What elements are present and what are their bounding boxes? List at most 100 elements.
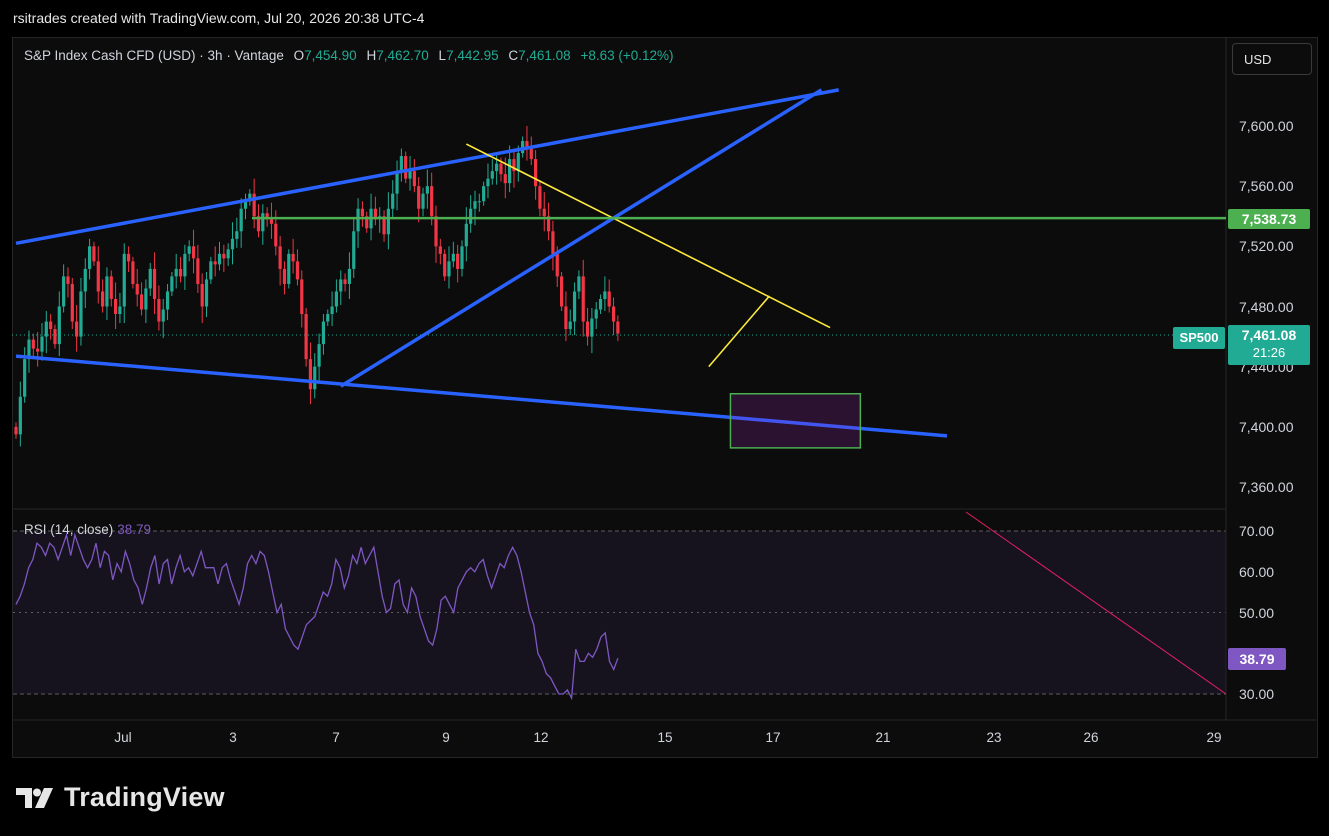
candle-body bbox=[334, 291, 339, 307]
candle-body bbox=[265, 213, 269, 220]
candle-body bbox=[451, 253, 455, 262]
high-label: H bbox=[366, 48, 377, 63]
candle bbox=[343, 273, 347, 292]
candle-body bbox=[585, 321, 590, 337]
candle-body bbox=[66, 276, 70, 284]
candle-body bbox=[53, 329, 57, 345]
candle-body bbox=[113, 298, 118, 315]
candle-body bbox=[191, 246, 196, 259]
candle-body bbox=[304, 314, 308, 360]
time-axis-tick: Jul bbox=[114, 730, 132, 745]
candle bbox=[57, 291, 61, 357]
candle-body bbox=[534, 159, 538, 187]
candle-body bbox=[590, 318, 594, 337]
candle-body bbox=[572, 291, 577, 322]
low-label: L bbox=[438, 48, 447, 63]
candle-body bbox=[373, 208, 377, 220]
symbol-description[interactable]: S&P Index Cash CFD (USD) · 3h · Vantage bbox=[24, 48, 284, 63]
candle bbox=[425, 169, 429, 209]
candlestick-series bbox=[14, 126, 620, 447]
candle bbox=[451, 241, 455, 268]
candle-body bbox=[542, 208, 546, 217]
candle bbox=[326, 309, 330, 327]
candle bbox=[170, 271, 174, 296]
upper-channel-line bbox=[15, 88, 840, 246]
candle bbox=[616, 315, 620, 342]
candle bbox=[191, 229, 196, 274]
candle bbox=[148, 262, 152, 296]
candle-body bbox=[499, 163, 503, 175]
candle-body bbox=[135, 283, 139, 295]
candle bbox=[113, 282, 118, 330]
candle-body bbox=[88, 246, 92, 269]
candle bbox=[18, 381, 22, 447]
candle bbox=[105, 267, 109, 321]
candle-body bbox=[31, 339, 35, 349]
candle bbox=[75, 304, 79, 352]
candle-body bbox=[92, 246, 96, 262]
candle bbox=[36, 332, 40, 367]
candle bbox=[603, 276, 607, 312]
candle-body bbox=[477, 201, 481, 203]
candle-body bbox=[62, 276, 66, 307]
candle-body bbox=[490, 171, 494, 179]
candle bbox=[152, 252, 157, 315]
candle bbox=[443, 249, 447, 281]
time-axis-tick: 23 bbox=[986, 730, 1002, 745]
candle-body bbox=[581, 276, 585, 322]
price-axis-tick: 7,600.00 bbox=[1239, 118, 1294, 134]
rsi-series bbox=[15, 532, 619, 701]
tradingview-brand[interactable]: TradingView bbox=[16, 782, 225, 813]
level-price-value: 7,538.73 bbox=[1241, 211, 1297, 227]
candle-body bbox=[343, 279, 347, 284]
candle-body bbox=[144, 288, 148, 310]
candle-body bbox=[317, 344, 321, 367]
candle bbox=[135, 268, 139, 307]
last-price-tag: 7,461.08 21:26 bbox=[1228, 325, 1310, 365]
candle bbox=[14, 422, 18, 439]
candle-body bbox=[165, 291, 170, 310]
high-value: 7,462.70 bbox=[376, 48, 429, 63]
candle bbox=[378, 207, 382, 233]
candle-body bbox=[469, 208, 473, 224]
candle-body bbox=[44, 321, 48, 337]
candle bbox=[196, 244, 200, 293]
rsi-legend-value: 38.79 bbox=[117, 522, 152, 537]
candle-body bbox=[139, 294, 144, 310]
candle-body bbox=[126, 253, 131, 262]
candle bbox=[256, 204, 261, 238]
candle-body bbox=[278, 246, 282, 269]
candle-body bbox=[96, 261, 100, 292]
candle-body bbox=[382, 216, 386, 235]
candle bbox=[373, 196, 377, 226]
candle-body bbox=[321, 321, 326, 345]
candle bbox=[261, 204, 265, 245]
candle-body bbox=[157, 298, 161, 322]
candle bbox=[529, 136, 533, 166]
candle-body bbox=[365, 216, 369, 229]
candle-body bbox=[339, 279, 343, 292]
rsi-line bbox=[15, 532, 619, 701]
candle-body bbox=[330, 306, 334, 315]
symbol-tag[interactable]: SP500 bbox=[1173, 327, 1225, 349]
currency-button[interactable]: USD bbox=[1232, 43, 1312, 75]
candle bbox=[187, 240, 191, 262]
rsi-indicator-name[interactable]: RSI (14, close) bbox=[24, 522, 114, 537]
candle-body bbox=[118, 306, 122, 315]
candle bbox=[204, 271, 209, 318]
candle bbox=[70, 277, 74, 330]
chart-panel[interactable] bbox=[12, 37, 1318, 758]
candle-body bbox=[425, 186, 429, 194]
candle-body bbox=[152, 268, 157, 299]
candle bbox=[508, 145, 512, 193]
brand-name: TradingView bbox=[64, 782, 225, 812]
candle bbox=[248, 189, 252, 206]
candle bbox=[66, 267, 70, 298]
candle bbox=[382, 210, 386, 242]
candle bbox=[430, 172, 434, 226]
candle bbox=[347, 252, 352, 299]
price-axis-tick: 7,360.00 bbox=[1239, 479, 1294, 495]
candle-body bbox=[512, 159, 516, 172]
candle-body bbox=[243, 201, 248, 209]
